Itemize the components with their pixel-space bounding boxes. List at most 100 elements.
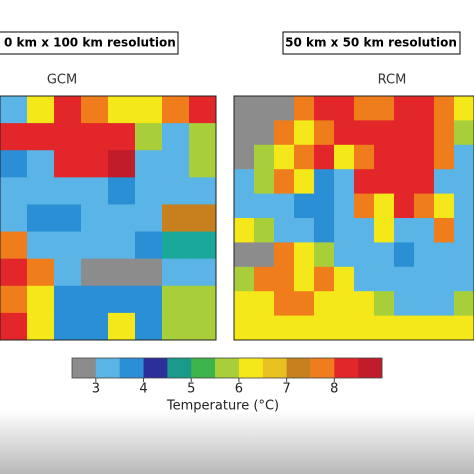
map-cell — [274, 120, 295, 146]
map-cell — [354, 193, 375, 219]
tick-label: 8 — [330, 382, 338, 397]
map-cell — [334, 120, 355, 146]
map-cell — [234, 242, 255, 268]
map-cell — [189, 312, 217, 341]
colorbar-segment — [238, 358, 264, 378]
colorbar-segment — [167, 358, 192, 378]
map-cell — [234, 291, 255, 317]
map-cell — [414, 315, 435, 341]
map-cell — [454, 266, 474, 292]
map-cell — [354, 291, 375, 317]
map-cell — [394, 193, 415, 219]
map-cell — [108, 177, 136, 205]
colorbar-segment — [215, 358, 240, 378]
map-cell — [27, 258, 55, 287]
map-cell — [274, 266, 295, 292]
colorbar-segment — [143, 358, 168, 378]
map-cell — [374, 218, 395, 243]
map-cell — [434, 144, 455, 170]
colorbar-label: Temperature (°C) — [166, 399, 279, 414]
map-cell — [294, 291, 315, 317]
panel-label: RCM — [378, 73, 407, 88]
map-cell — [234, 266, 255, 292]
panel-label: GCM — [47, 73, 77, 88]
map-cell — [294, 169, 315, 195]
map-cell — [374, 96, 395, 121]
map-frame — [233, 95, 474, 341]
map-cell — [454, 96, 474, 121]
map-cell — [0, 177, 28, 205]
map-cell — [108, 231, 136, 260]
colorbar-segment — [191, 358, 216, 378]
panel-title: 0 km x 100 km resolution — [4, 36, 176, 50]
map-cell — [81, 204, 109, 233]
map-cell — [354, 218, 375, 243]
map-cell — [294, 266, 315, 292]
map-cell — [254, 315, 275, 341]
map-cell — [234, 193, 255, 219]
map-cell — [454, 144, 474, 170]
map-cell — [294, 242, 315, 268]
map-cell — [254, 144, 275, 170]
map-cell — [414, 120, 435, 146]
map-cell — [254, 169, 275, 195]
map-cell — [234, 96, 255, 121]
map-cell — [135, 258, 163, 287]
tick-label: 7 — [282, 382, 290, 397]
map-cell — [81, 96, 109, 124]
map-cell — [394, 291, 415, 317]
map-cell — [434, 242, 455, 268]
map-cell — [314, 169, 335, 195]
map-cell — [27, 285, 55, 314]
map-cell — [135, 204, 163, 233]
map-cell — [189, 231, 217, 260]
map-cell — [274, 193, 295, 219]
map-cell — [135, 285, 163, 314]
map-cell — [274, 144, 295, 170]
map-cell — [434, 120, 455, 146]
map-cell — [454, 315, 474, 341]
map-cell — [162, 177, 190, 205]
map-cell — [162, 231, 190, 260]
map-cell — [189, 150, 217, 178]
map-cell — [54, 204, 82, 233]
map-cell — [81, 177, 109, 205]
map-cell — [334, 291, 355, 317]
tick-label: 5 — [187, 382, 195, 397]
map-cell — [294, 218, 315, 243]
map-cell — [108, 312, 136, 341]
map-cell — [334, 193, 355, 219]
map-cell — [162, 285, 190, 314]
map-cell — [0, 204, 28, 233]
map-cell — [162, 312, 190, 341]
map-cell — [81, 285, 109, 314]
map-cell — [394, 144, 415, 170]
map-cell — [334, 144, 355, 170]
map-cell — [454, 120, 474, 146]
map-cell — [0, 312, 28, 341]
map-cell — [135, 231, 163, 260]
map-cell — [254, 96, 275, 121]
colorbar-segment — [334, 358, 359, 378]
title-box — [0, 31, 179, 55]
map-cell — [414, 291, 435, 317]
map-cell — [394, 169, 415, 195]
map-cell — [234, 120, 255, 146]
shadow — [0, 410, 474, 474]
map-cell — [27, 204, 55, 233]
map-cell — [0, 123, 28, 151]
map-cell — [27, 150, 55, 178]
map-cell — [54, 150, 82, 178]
map-cell — [374, 169, 395, 195]
map-cell — [354, 96, 375, 121]
map-cell — [108, 204, 136, 233]
map-cell — [294, 144, 315, 170]
map-cell — [254, 242, 275, 268]
map-cell — [108, 258, 136, 287]
map-cell — [434, 218, 455, 243]
map-cell — [374, 144, 395, 170]
map-cell — [414, 169, 435, 195]
map-cell — [374, 315, 395, 341]
map-cell — [254, 266, 275, 292]
map-cell — [274, 315, 295, 341]
